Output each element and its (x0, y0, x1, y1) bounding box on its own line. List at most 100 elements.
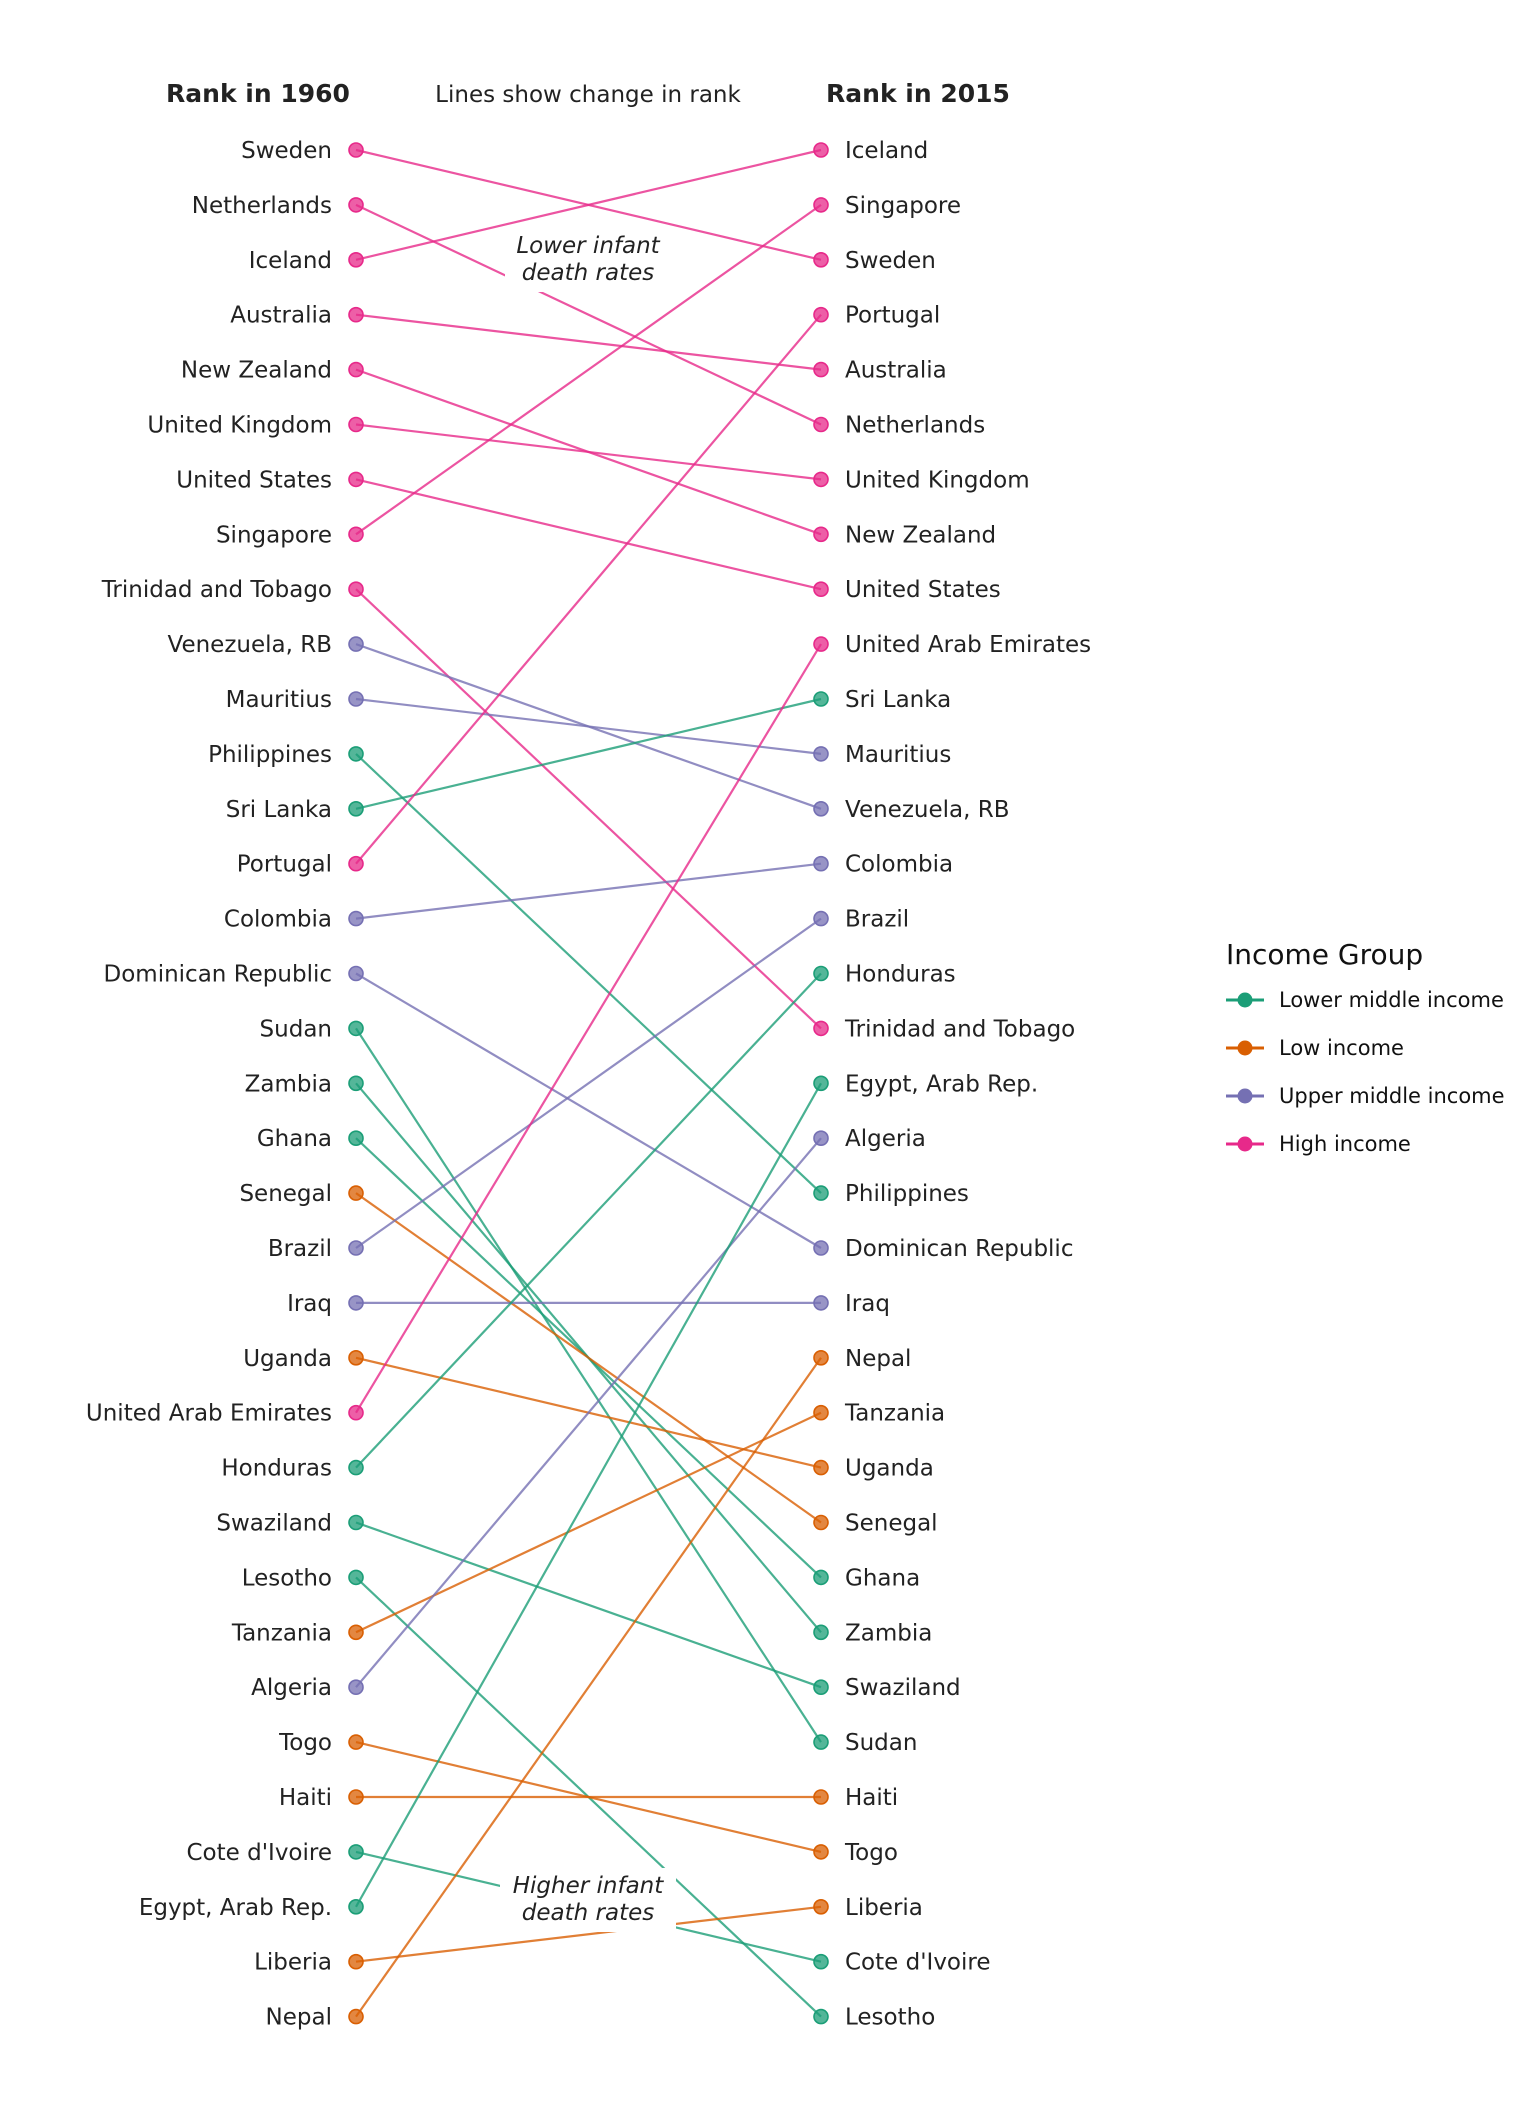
label-1960: Egypt, Arab Rep. (139, 1895, 332, 1921)
dot-1960 (348, 746, 364, 762)
slope-line (355, 313, 822, 371)
dot-2015 (813, 1130, 829, 1146)
slope-line (355, 1137, 822, 1688)
label-1960: Honduras (221, 1456, 332, 1482)
dot-1960 (348, 1899, 364, 1915)
label-1960: Philippines (208, 742, 332, 768)
slope-line (355, 972, 822, 1469)
label-1960: Tanzania (231, 1620, 332, 1646)
label-2015: United States (845, 577, 1001, 603)
annotations: Lower infant death rates Higher infant d… (500, 230, 676, 1932)
dot-1960 (348, 1295, 364, 1311)
slope-line (355, 148, 822, 261)
dot-1960 (348, 1130, 364, 1146)
slope-line (355, 588, 822, 1030)
label-1960: Brazil (268, 1236, 332, 1262)
label-2015: Lesotho (845, 2005, 935, 2031)
label-2015: Nepal (845, 1346, 911, 1372)
dot-2015 (813, 1953, 829, 1970)
dot-1960 (348, 1350, 364, 1366)
label-1960: Australia (230, 303, 332, 329)
dot-1960 (348, 691, 364, 707)
label-2015: Sri Lanka (845, 687, 951, 713)
dot-2015 (813, 251, 829, 268)
dot-2015 (813, 581, 829, 598)
label-1960: United States (176, 467, 332, 493)
slope-line (355, 204, 822, 536)
dot-1960 (348, 1240, 364, 1256)
dot-2015 (813, 1899, 829, 1915)
label-1960: Sri Lanka (226, 797, 332, 823)
dot-2015 (813, 855, 829, 872)
dot-1960 (348, 581, 364, 598)
label-1960: Uganda (243, 1346, 332, 1372)
dot-1960 (348, 965, 364, 982)
slope-line (355, 1357, 822, 2018)
label-2015: Cote d'Ivoire (845, 1950, 991, 1976)
label-2015: Mauritius (845, 742, 951, 768)
label-2015: New Zealand (845, 522, 996, 548)
legend-marker (1237, 992, 1253, 1008)
label-1960: Portugal (237, 852, 332, 878)
annotation-top-line1: Lower infant (516, 233, 660, 259)
dot-2015 (813, 1240, 829, 1256)
dot-2015 (813, 1624, 829, 1641)
label-1960: Ghana (257, 1126, 332, 1152)
slope-line (355, 1192, 822, 1524)
label-2015: Uganda (845, 1456, 934, 1482)
dot-1960 (348, 526, 364, 543)
label-2015: Trinidad and Tobago (844, 1016, 1075, 1042)
label-1960: Iraq (287, 1291, 332, 1317)
slope-lines (355, 148, 822, 2018)
label-2015: Netherlands (845, 413, 985, 439)
annotation-top-line2: death rates (522, 260, 654, 286)
dot-1960 (348, 636, 364, 652)
label-2015: Venezuela, RB (845, 797, 1010, 823)
label-2015: Iraq (845, 1291, 890, 1317)
slope-line (355, 313, 822, 865)
dot-1960 (348, 910, 364, 927)
slope-line (355, 423, 822, 481)
label-1960: Dominican Republic (104, 962, 332, 988)
dot-2015 (813, 1295, 829, 1311)
legend: Income Group Lower middle income Low inco… (1226, 938, 1505, 1156)
label-2015: Sweden (845, 248, 936, 274)
label-1960: Mauritius (226, 687, 332, 713)
dot-2015 (813, 142, 829, 158)
label-1960: Singapore (216, 522, 332, 548)
dot-1960 (348, 1404, 364, 1421)
slope-line (355, 753, 822, 1194)
label-2015: Honduras (845, 962, 956, 988)
slope-line (355, 643, 822, 1414)
label-2015: Colombia (845, 852, 953, 878)
dot-2015 (813, 1459, 829, 1476)
legend-marker (1237, 1040, 1253, 1056)
dot-2015 (813, 471, 829, 488)
slope-line (355, 478, 822, 591)
label-2015: Liberia (845, 1895, 923, 1921)
label-1960: Trinidad and Tobago (101, 577, 332, 603)
rank-dots (348, 142, 829, 2025)
label-1960: Togo (278, 1730, 332, 1756)
dot-2015 (813, 416, 829, 433)
dot-2015 (813, 746, 829, 762)
legend-item-label: High income (1279, 1132, 1411, 1156)
legend-marker (1237, 1136, 1253, 1152)
dot-1960 (348, 471, 364, 488)
dot-2015 (813, 1020, 829, 1037)
slope-line (355, 1905, 822, 1963)
slope-line (355, 697, 822, 810)
slope-line (355, 917, 822, 1249)
label-2015: Iceland (845, 138, 928, 164)
label-1960: Nepal (266, 2005, 332, 2031)
dot-2015 (813, 965, 829, 982)
dot-1960 (348, 416, 364, 433)
label-1960: United Arab Emirates (86, 1401, 332, 1427)
label-2015: United Arab Emirates (845, 632, 1091, 658)
dot-2015 (813, 1569, 829, 1586)
label-2015: Australia (845, 358, 947, 384)
label-1960: Algeria (251, 1675, 332, 1701)
label-2015: Singapore (845, 193, 961, 219)
dot-1960 (348, 142, 364, 158)
label-2015: Senegal (845, 1511, 938, 1537)
